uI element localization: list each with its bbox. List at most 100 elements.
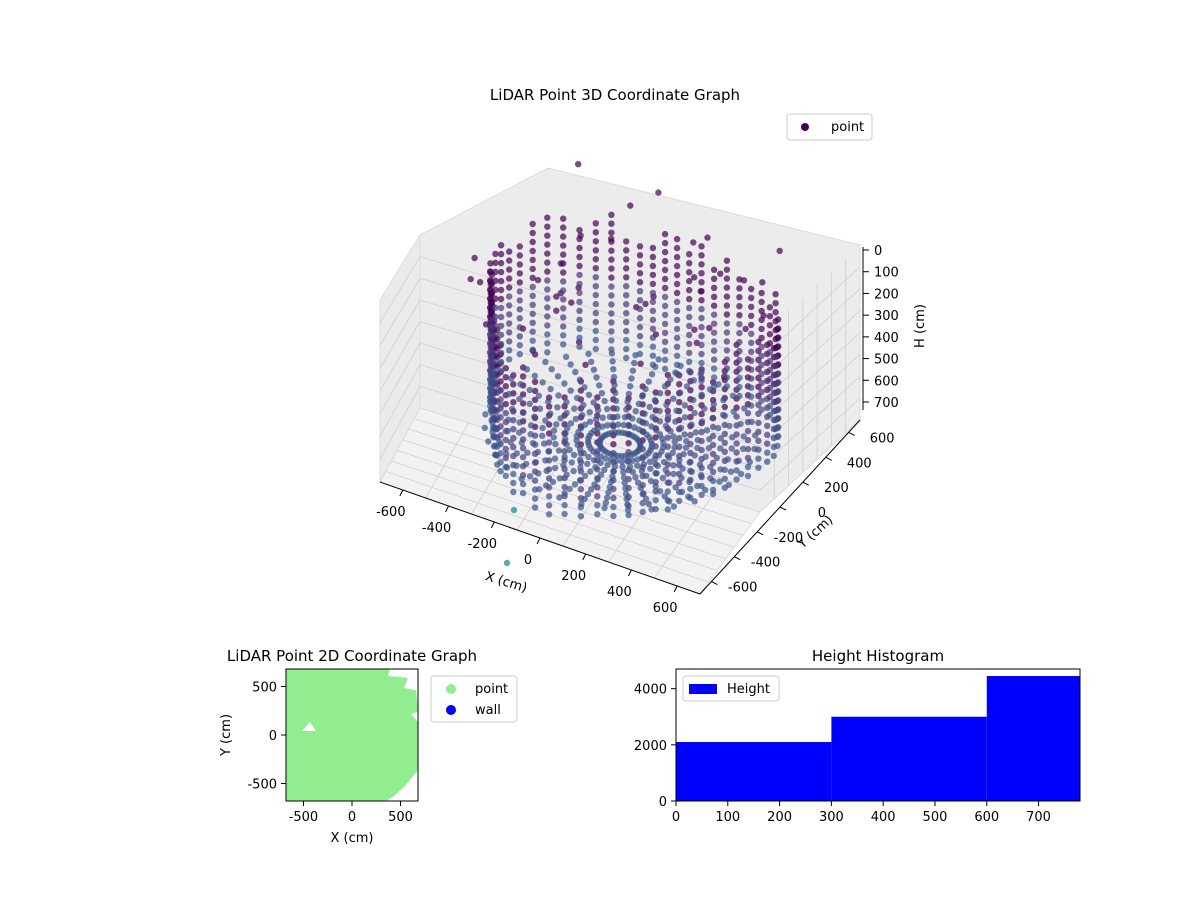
cloud-point	[560, 462, 567, 469]
cloud-point	[539, 379, 546, 386]
cloud-point	[656, 488, 664, 495]
cloud-point	[568, 299, 575, 306]
cloud-point	[772, 335, 779, 343]
cloud-point	[561, 501, 568, 509]
cloud-point	[691, 452, 698, 459]
cloud-point	[766, 313, 774, 320]
z-tick-label-3d: 700	[874, 396, 899, 411]
cloud-point	[764, 440, 771, 447]
cloud-point	[519, 445, 527, 452]
cloud-point	[710, 320, 718, 327]
cloud-point	[649, 316, 657, 323]
cloud-point	[653, 427, 660, 434]
cloud-point	[736, 303, 743, 310]
cloud-point	[502, 374, 509, 381]
cloud-point	[661, 248, 669, 256]
cloud-point	[609, 358, 616, 365]
cloud-point	[492, 322, 499, 329]
cloud-point	[623, 256, 630, 263]
cloud-point	[723, 266, 731, 273]
cloud-point	[492, 349, 499, 356]
cloud-point	[566, 446, 573, 454]
cloud-point	[541, 440, 548, 447]
cloud-point	[723, 302, 731, 309]
cloud-point	[730, 408, 737, 415]
cloud-point	[576, 307, 583, 314]
cloud-point	[492, 250, 499, 258]
cloud-point	[572, 368, 579, 376]
cloud-point	[766, 393, 774, 401]
cloud-point	[585, 391, 593, 399]
cloud-point	[733, 440, 740, 447]
cloud-point	[772, 407, 779, 415]
cloud-point	[536, 405, 544, 412]
cloud-point	[758, 289, 765, 297]
cloud-point	[519, 454, 527, 461]
cloud-point	[676, 434, 683, 442]
y-ticks-3d: -600 -400 -200 0 200 400 600	[711, 431, 895, 596]
cloud-point	[606, 484, 613, 491]
cloud-point	[623, 274, 630, 281]
cloud-point	[744, 445, 752, 453]
cloud-point	[636, 252, 644, 259]
cloud-point	[506, 338, 513, 345]
cloud-point	[542, 417, 549, 424]
cloud-point	[673, 289, 681, 297]
cloud-point	[670, 503, 678, 510]
cloud-point	[544, 295, 551, 302]
cloud-point	[561, 490, 568, 497]
cloud-point	[560, 296, 567, 303]
cloud-point	[510, 426, 517, 433]
cloud-point	[758, 379, 765, 386]
cloud-point	[648, 423, 655, 430]
z-tick-label-3d: 300	[874, 309, 899, 324]
cloud-point	[575, 161, 582, 168]
cloud-point	[686, 295, 693, 303]
cloud-point	[608, 346, 615, 353]
cloud-point	[687, 431, 694, 439]
cloud-point	[655, 356, 662, 363]
cloud-point	[560, 305, 567, 312]
cloud-point	[513, 462, 520, 469]
cloud-point	[554, 373, 562, 380]
chart-2d-title: LiDAR Point 2D Coordinate Graph	[227, 647, 477, 665]
cloud-point	[608, 265, 615, 272]
cloud-point	[506, 266, 513, 273]
cloud-point	[507, 439, 514, 446]
cloud-point	[652, 497, 659, 504]
cloud-point	[686, 322, 693, 330]
cloud-point	[560, 287, 567, 294]
cloud-point	[545, 421, 553, 428]
cloud-point	[649, 334, 657, 341]
cloud-point	[625, 431, 633, 438]
cloud-point	[586, 409, 593, 416]
cloud-point	[529, 337, 536, 344]
cloud-point	[720, 396, 727, 404]
cloud-point	[725, 481, 732, 488]
cloud-point	[672, 418, 679, 425]
cloud-point	[665, 412, 672, 420]
cloud-point	[676, 389, 684, 396]
cloud-point	[495, 386, 503, 393]
cloud-point	[510, 399, 517, 406]
cloud-point	[623, 310, 630, 317]
cloud-point	[670, 462, 677, 469]
cloud-point	[723, 275, 731, 282]
cloud-point	[766, 304, 774, 311]
cloud-point	[534, 448, 542, 456]
cloud-point	[766, 375, 774, 383]
cloud-point	[535, 470, 542, 477]
cloud-point	[488, 416, 495, 424]
cloud-point	[626, 463, 634, 470]
cloud-point	[613, 457, 620, 465]
cloud-point	[664, 434, 671, 441]
z-tick-label-3d: 400	[874, 331, 899, 346]
cloud-point	[744, 410, 752, 417]
cloud-point	[550, 434, 557, 441]
cloud-point	[666, 479, 673, 486]
cloud-point	[608, 238, 615, 245]
x-tick-label-3d: 400	[607, 585, 632, 600]
cloud-point	[678, 474, 685, 482]
cloud-point	[772, 389, 779, 397]
cloud-point	[597, 471, 605, 478]
